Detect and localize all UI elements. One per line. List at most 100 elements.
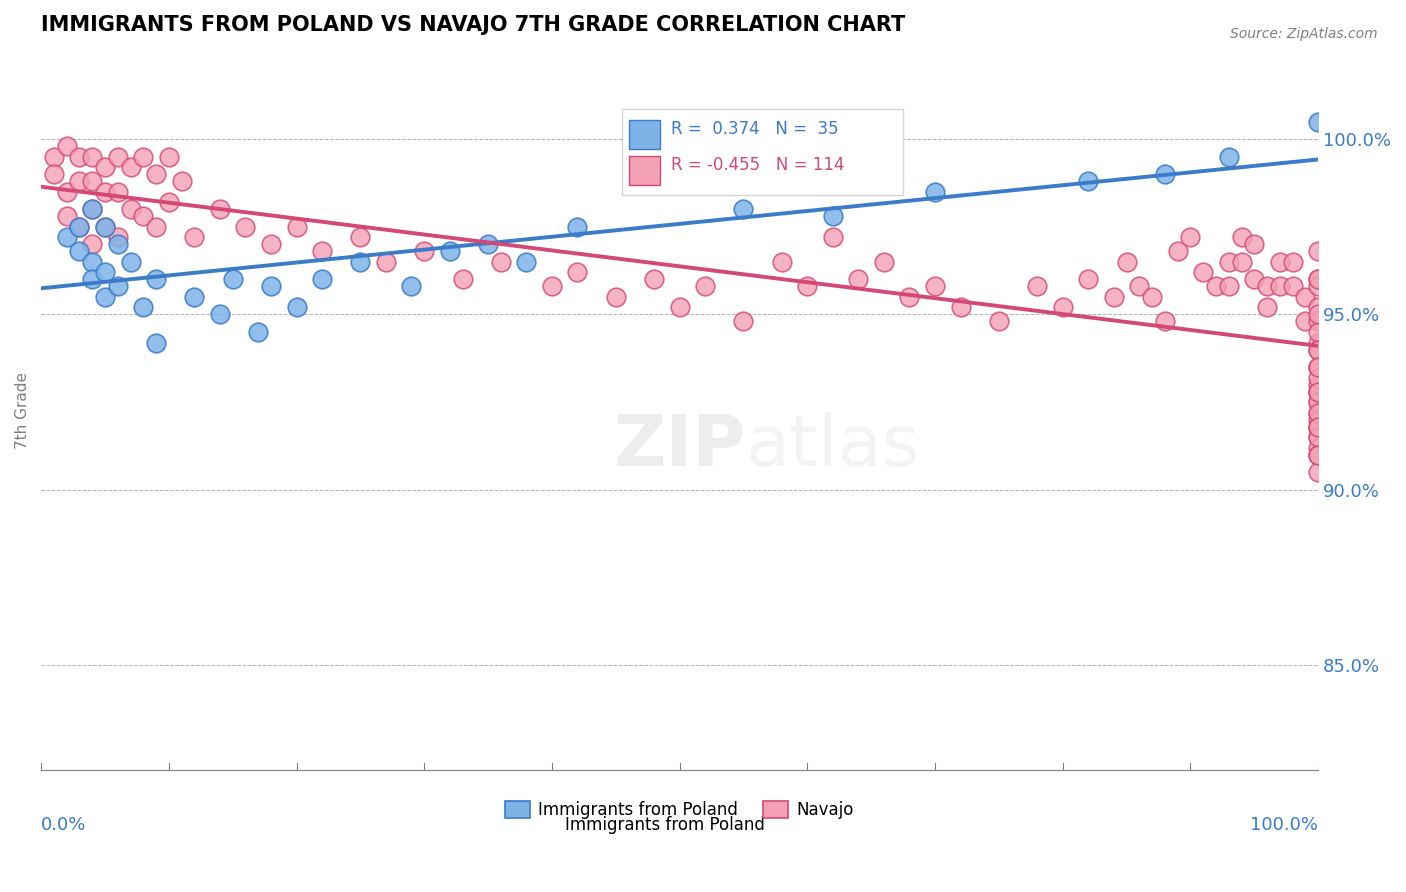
Point — [1308, 335, 1330, 350]
Text: 100.0%: 100.0% — [1250, 816, 1319, 834]
Point — [1167, 244, 1189, 259]
Point — [1052, 301, 1074, 315]
Y-axis label: 7th Grade: 7th Grade — [15, 372, 30, 450]
Point — [1115, 255, 1137, 269]
Point — [145, 219, 167, 234]
Point — [208, 308, 231, 322]
Point — [1308, 412, 1330, 426]
Point — [1102, 290, 1125, 304]
Point — [120, 202, 142, 217]
Point — [439, 244, 461, 259]
Point — [145, 272, 167, 286]
Point — [1140, 290, 1163, 304]
Point — [94, 265, 117, 279]
Point — [1077, 174, 1099, 188]
Point — [183, 290, 205, 304]
Point — [67, 150, 90, 164]
Point — [1218, 150, 1240, 164]
Point — [82, 174, 104, 188]
Point — [120, 161, 142, 175]
Point — [873, 255, 896, 269]
Point — [1308, 430, 1330, 444]
Point — [1308, 441, 1330, 455]
Point — [1308, 272, 1330, 286]
Point — [1308, 384, 1330, 399]
Point — [1154, 314, 1177, 328]
Point — [67, 174, 90, 188]
Point — [107, 237, 129, 252]
Point — [515, 255, 537, 269]
Point — [1308, 343, 1330, 357]
Point — [55, 230, 77, 244]
Point — [94, 290, 117, 304]
Point — [349, 255, 371, 269]
Point — [1256, 301, 1278, 315]
Point — [1308, 465, 1330, 479]
Point — [107, 150, 129, 164]
Text: Source: ZipAtlas.com: Source: ZipAtlas.com — [1230, 27, 1378, 41]
Point — [1308, 244, 1330, 259]
Point — [1308, 405, 1330, 419]
Point — [94, 161, 117, 175]
Point — [1268, 255, 1291, 269]
Point — [145, 168, 167, 182]
Point — [821, 230, 844, 244]
Point — [1308, 370, 1330, 384]
Point — [82, 202, 104, 217]
Point — [1308, 301, 1330, 315]
Point — [1308, 430, 1330, 444]
Point — [285, 301, 308, 315]
Point — [541, 279, 564, 293]
Point — [42, 168, 65, 182]
Text: ZIP: ZIP — [613, 412, 745, 481]
Point — [949, 301, 972, 315]
Point — [120, 255, 142, 269]
Point — [157, 150, 180, 164]
FancyBboxPatch shape — [623, 109, 903, 195]
Point — [42, 150, 65, 164]
Point — [1281, 279, 1303, 293]
Point — [374, 255, 396, 269]
Legend: Immigrants from Poland, Navajo: Immigrants from Poland, Navajo — [499, 795, 860, 826]
Point — [82, 237, 104, 252]
Point — [1077, 272, 1099, 286]
Text: R = -0.455   N = 114: R = -0.455 N = 114 — [671, 156, 844, 174]
Point — [1243, 272, 1265, 286]
Point — [55, 185, 77, 199]
Point — [67, 219, 90, 234]
Point — [796, 279, 818, 293]
Point — [1308, 314, 1330, 328]
Point — [94, 185, 117, 199]
Point — [1308, 448, 1330, 462]
Point — [285, 219, 308, 234]
Point — [1218, 279, 1240, 293]
Text: Immigrants from Poland: Immigrants from Poland — [565, 816, 765, 834]
Point — [1308, 405, 1330, 419]
Point — [1308, 419, 1330, 434]
Point — [132, 210, 155, 224]
Point — [1308, 359, 1330, 374]
Point — [413, 244, 436, 259]
Point — [1308, 272, 1330, 286]
Point — [132, 150, 155, 164]
Point — [349, 230, 371, 244]
Point — [183, 230, 205, 244]
Point — [145, 335, 167, 350]
Point — [1308, 448, 1330, 462]
Point — [821, 210, 844, 224]
Point — [477, 237, 499, 252]
Point — [1180, 230, 1202, 244]
Point — [67, 219, 90, 234]
Text: 0.0%: 0.0% — [41, 816, 87, 834]
Point — [1308, 419, 1330, 434]
Point — [1256, 279, 1278, 293]
Point — [733, 314, 755, 328]
Point — [55, 139, 77, 153]
Point — [643, 272, 665, 286]
Point — [733, 202, 755, 217]
Point — [94, 219, 117, 234]
Point — [311, 272, 333, 286]
Point — [1192, 265, 1215, 279]
Point — [605, 290, 627, 304]
Point — [247, 325, 270, 339]
